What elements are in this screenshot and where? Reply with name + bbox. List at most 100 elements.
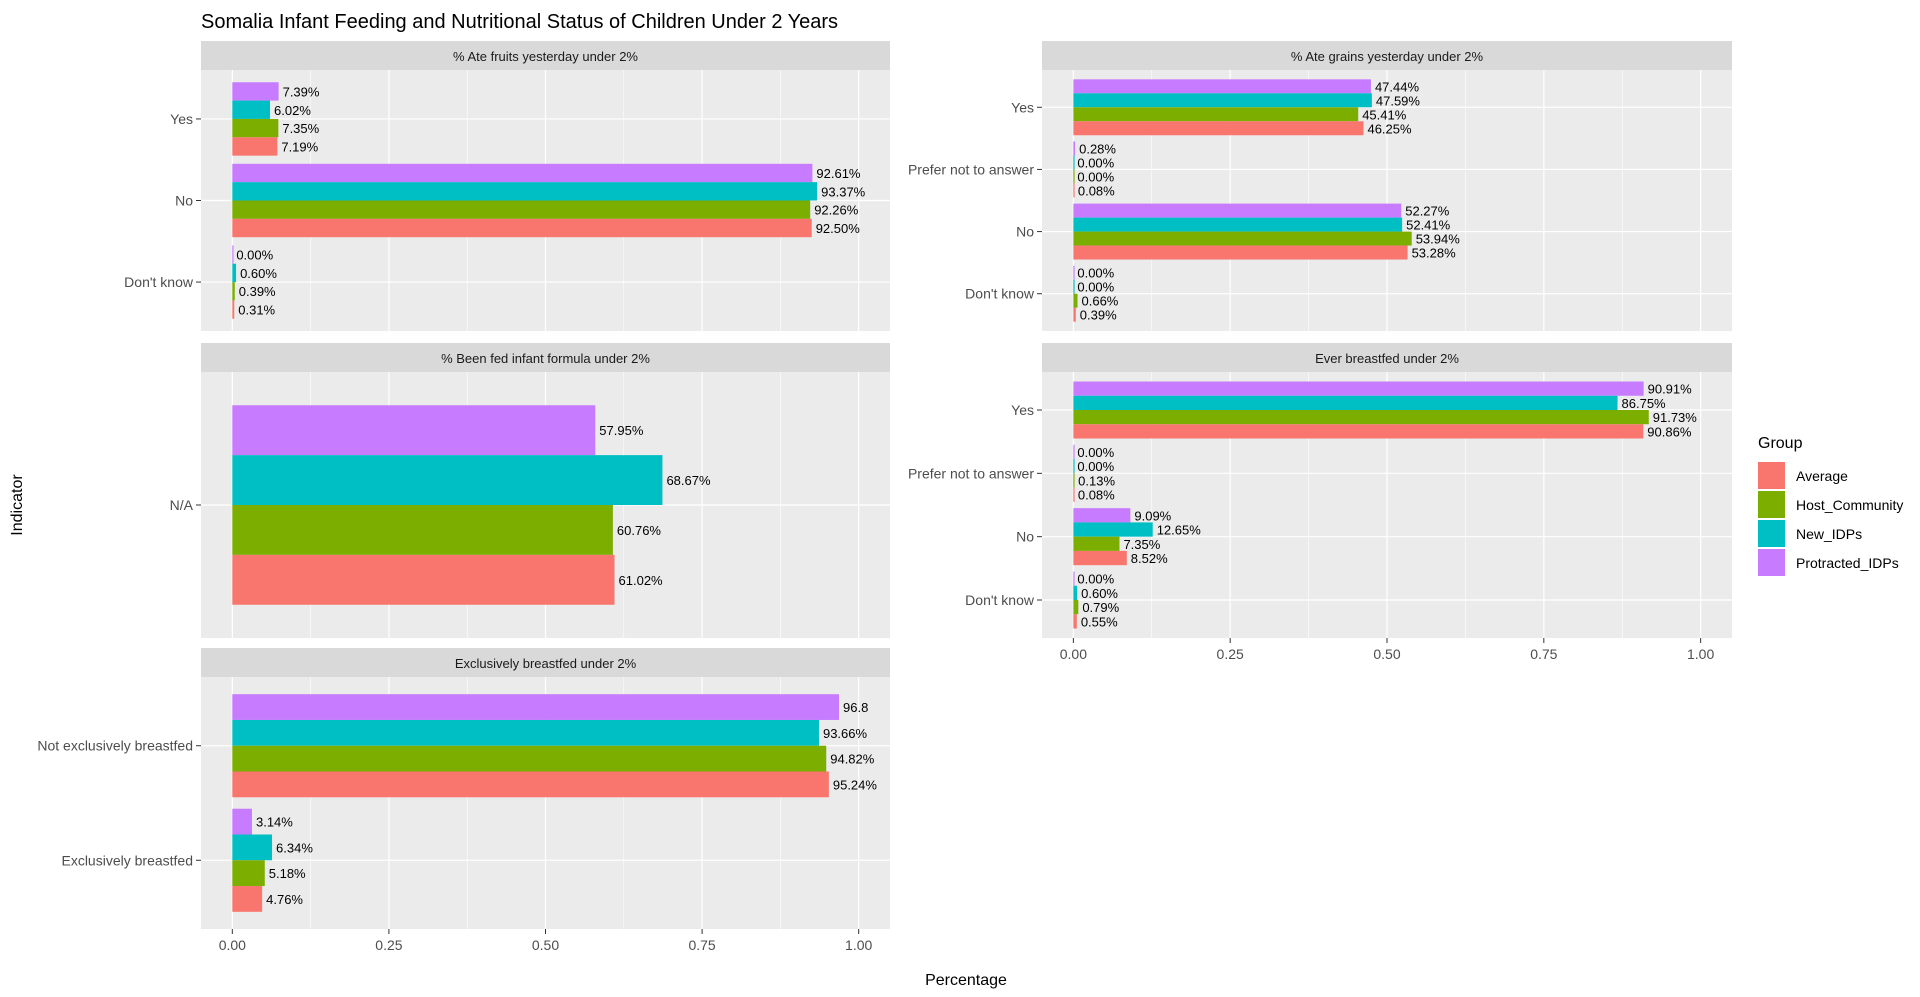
y-tick-label: Not exclusively breastfed (37, 738, 193, 754)
bar-protracted-idps (232, 694, 840, 720)
bar-average (1073, 550, 1127, 566)
bar-new-idps (1073, 279, 1075, 294)
bar-host-community (232, 118, 279, 138)
x-tick-label: 1.00 (1687, 646, 1714, 662)
data-label: 0.08% (1078, 183, 1115, 198)
legend-item-host-community: Host_Community (1758, 491, 1903, 518)
bar-new-idps (232, 834, 273, 861)
bar-new-idps (1073, 522, 1153, 537)
bar-average (1073, 487, 1075, 502)
panel-ate-fruits-yesterday-under-2: % Ate fruits yesterday under 2% Yes No Don'… (124, 41, 890, 331)
y-tick-label: Don't know (124, 274, 194, 290)
data-label: 47.59% (1376, 93, 1421, 108)
legend-item-protracted-idps: Protracted_IDPs (1758, 549, 1899, 576)
panel-strip-title: % Ate grains yesterday under 2% (1291, 49, 1484, 64)
bar-average (232, 137, 278, 156)
y-tick-label: Don't know (965, 286, 1035, 302)
bar-protracted-idps (1073, 141, 1076, 156)
x-tick-label: 0.75 (1530, 646, 1557, 662)
data-label: 0.00% (1077, 155, 1114, 170)
y-tick-label: Yes (1011, 99, 1034, 115)
bar-protracted-idps (1073, 381, 1644, 396)
bar-host-community (1073, 231, 1412, 246)
data-label: 90.86% (1647, 424, 1692, 439)
data-label: 4.76% (266, 892, 303, 907)
bar-protracted-idps (232, 163, 813, 183)
panel-ever-breastfed-under-2: Ever breastfed under 2% Yes Prefer not to … (908, 343, 1732, 662)
x-axis-label: Percentage (925, 972, 1007, 989)
bar-host-community (1073, 293, 1078, 308)
data-label: 0.00% (1077, 445, 1114, 460)
legend-key-new-idps (1758, 520, 1785, 547)
data-label: 3.14% (256, 815, 293, 830)
data-label: 6.34% (276, 840, 313, 855)
data-label: 0.60% (240, 266, 277, 281)
legend: Group Average Host_Community New_IDPs Protr… (1758, 435, 1903, 576)
data-label: 92.61% (816, 166, 861, 181)
data-label: 0.28% (1079, 141, 1116, 156)
data-label: 0.08% (1078, 488, 1115, 503)
bar-average (232, 218, 812, 238)
legend-label: Average (1796, 468, 1848, 484)
data-label: 86.75% (1622, 396, 1667, 411)
bar-average (232, 771, 829, 798)
data-label: 45.41% (1362, 107, 1407, 122)
data-label: 9.09% (1134, 508, 1171, 523)
panel-strip (1042, 343, 1732, 372)
x-tick-label: 0.75 (688, 937, 715, 953)
data-label: 6.02% (274, 103, 311, 118)
bar-host-community (1073, 473, 1075, 488)
bar-average (1073, 614, 1077, 629)
data-label: 91.73% (1653, 410, 1698, 425)
x-tick-label: 0.00 (1060, 646, 1087, 662)
chart-title: Somalia Infant Feeding and Nutritional S… (201, 11, 838, 33)
bar-new-idps (232, 100, 271, 119)
x-tick-label: 0.25 (1217, 646, 1244, 662)
data-label: 0.31% (238, 303, 275, 318)
data-label: 52.41% (1406, 218, 1451, 233)
panel-strip (1042, 41, 1732, 70)
bar-average (1073, 121, 1364, 136)
bar-host-community (1073, 600, 1079, 615)
bar-host-community (1073, 107, 1359, 122)
panel-strip-title: % Ate fruits yesterday under 2% (453, 49, 638, 64)
y-axis-label: Indicator (9, 474, 26, 536)
bar-new-idps (232, 263, 237, 283)
bar-protracted-idps (1073, 79, 1371, 94)
legend-label: Protracted_IDPs (1796, 555, 1899, 571)
panel-strip (201, 648, 890, 677)
x-tick-label: 1.00 (845, 937, 872, 953)
bar-average (1073, 424, 1644, 439)
bar-host-community (232, 200, 811, 219)
panel-strip-title: Exclusively breastfed under 2% (455, 656, 637, 671)
bar-average (1073, 183, 1075, 198)
data-label: 53.28% (1412, 246, 1457, 261)
bar-new-idps (1073, 459, 1075, 474)
bar-host-community (1073, 410, 1649, 425)
panel-exclusively-breastfed-under-2: Exclusively breastfed under 2% Not exclus… (37, 648, 890, 953)
legend-label: Host_Community (1796, 497, 1903, 513)
facet-panels: % Ate fruits yesterday under 2% Yes No Don'… (37, 41, 1732, 953)
legend-item-average: Average (1758, 462, 1848, 489)
data-label: 0.60% (1081, 586, 1118, 601)
panel-strip (201, 41, 890, 70)
legend-title: Group (1758, 435, 1803, 452)
bar-protracted-idps (1073, 571, 1075, 586)
panel-been-fed-infant-formula-under-2: % Been fed infant formula under 2% N/A 57.… (170, 343, 890, 638)
data-label: 93.37% (821, 184, 866, 199)
legend-label: New_IDPs (1796, 526, 1862, 542)
bar-new-idps (232, 182, 818, 201)
data-label: 60.76% (617, 523, 662, 538)
legend-items: Average Host_Community New_IDPs Protracted_… (1758, 462, 1903, 576)
bar-average (1073, 245, 1408, 260)
data-label: 92.26% (814, 203, 859, 218)
legend-item-new-idps: New_IDPs (1758, 520, 1862, 547)
y-tick-label: Yes (170, 111, 193, 127)
data-label: 5.18% (269, 866, 306, 881)
data-label: 0.66% (1082, 294, 1119, 309)
legend-key-average (1758, 462, 1785, 489)
panel-ate-grains-yesterday-under-2: % Ate grains yesterday under 2% Yes Prefer… (908, 41, 1732, 331)
data-label: 57.95% (599, 423, 644, 438)
